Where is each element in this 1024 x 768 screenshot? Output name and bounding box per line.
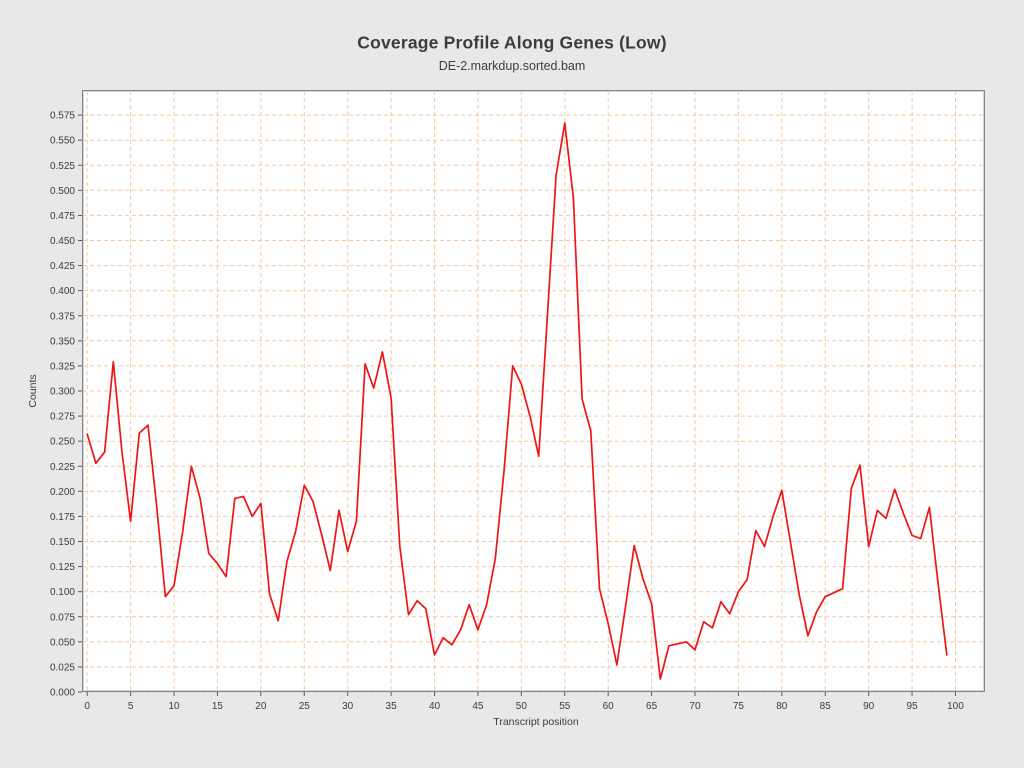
x-tick-label: 0 [84,701,90,712]
x-tick-label: 95 [907,701,919,712]
x-tick-label: 15 [212,701,224,712]
y-tick-label: 0.250 [50,437,75,448]
y-tick-label: 0.225 [50,462,75,473]
x-tick-label: 40 [429,701,441,712]
coverage-line-series [86,122,948,680]
y-tick-label: 0.525 [50,161,75,172]
x-tick-label: 35 [386,701,398,712]
x-tick-label: 45 [472,701,484,712]
y-tick-label: 0.050 [50,637,75,648]
chart-title: Coverage Profile Along Genes (Low) [357,32,667,53]
x-tick-label: 65 [646,701,658,712]
plot-frame-inner [83,91,984,691]
y-tick-label: 0.300 [50,387,75,398]
y-tick-label: 0.200 [50,487,75,498]
x-axis-label: Transcript position [493,716,579,728]
y-tick-label: 0.125 [50,562,75,573]
chart-subtitle: DE-2.markdup.sorted.bam [438,59,586,73]
x-tick-label: 80 [776,701,788,712]
x-axis-ticks: 0 5 10 15 20 25 30 35 40 45 50 55 60 65 70 75 80 85 90 95 10… [84,692,964,712]
gridlines [83,91,984,693]
x-tick-label: 5 [128,701,134,712]
y-tick-label: 0.375 [50,311,75,322]
y-axis-ticks: 0.000 0.025 0.050 0.075 0.100 0.125 0.150 0.175… [50,111,82,699]
x-tick-label: 90 [863,701,875,712]
plot-frame [82,90,985,692]
x-tick-label: 75 [733,701,745,712]
y-tick-label: 0.450 [50,236,75,247]
y-tick-label: 0.100 [50,587,75,598]
y-tick-label: 0.025 [50,662,75,673]
x-tick-label: 55 [559,701,571,712]
y-tick-label: 0.350 [50,336,75,347]
y-tick-label: 0.175 [50,512,75,523]
y-tick-label: 0.500 [50,186,75,197]
y-tick-label: 0.275 [50,412,75,423]
x-tick-label: 100 [947,701,964,712]
x-tick-label: 25 [299,701,311,712]
y-tick-label: 0.425 [50,261,75,272]
x-tick-label: 50 [516,701,528,712]
x-tick-label: 70 [689,701,701,712]
x-tick-label: 30 [342,701,354,712]
y-tick-label: 0.550 [50,136,75,147]
x-tick-label: 20 [255,701,267,712]
y-tick-label: 0.000 [50,688,75,699]
x-tick-label: 10 [168,701,180,712]
y-tick-label: 0.575 [50,111,75,122]
y-tick-label: 0.400 [50,286,75,297]
y-tick-label: 0.475 [50,211,75,222]
x-tick-label: 85 [820,701,832,712]
y-tick-label: 0.325 [50,361,75,372]
x-tick-label: 60 [603,701,615,712]
y-tick-label: 0.075 [50,612,75,623]
y-tick-label: 0.150 [50,537,75,548]
